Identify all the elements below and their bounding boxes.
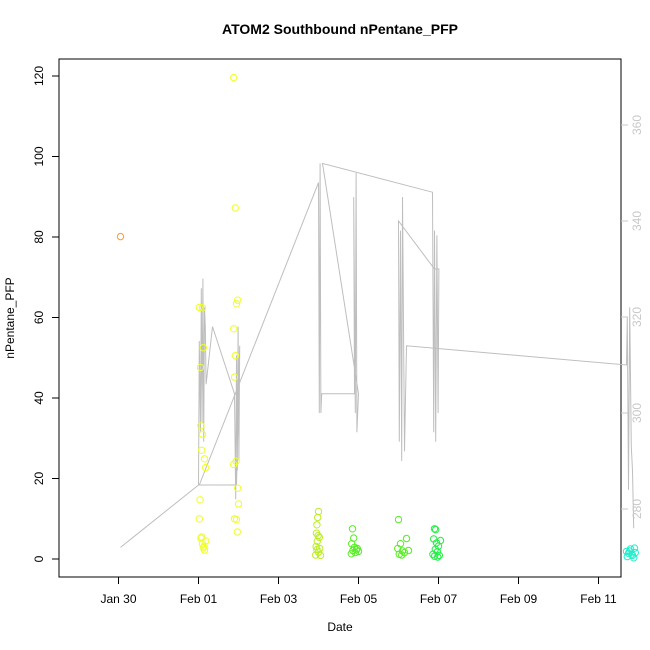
data-point [434, 553, 442, 561]
data-point [230, 73, 238, 82]
points-layer [116, 73, 639, 562]
data-point [197, 422, 205, 430]
x-tick-label: Jan 30 [100, 592, 136, 606]
data-point [196, 363, 205, 372]
data-point [312, 551, 320, 559]
y-tick-label: 20 [32, 472, 46, 486]
x-axis-label: Date [327, 620, 353, 634]
data-point [230, 373, 239, 381]
data-point [230, 325, 238, 333]
data-point [200, 455, 209, 463]
data-point [353, 544, 361, 553]
y-axis: 0 20 40 60 80 100 120 [32, 66, 59, 562]
plot-frame [58, 58, 622, 578]
data-point [313, 521, 321, 529]
x-tick-label: Feb 09 [500, 592, 538, 606]
data-point [234, 296, 242, 304]
data-point [198, 304, 207, 312]
data-point [314, 513, 322, 522]
y-axis-label: nPentane_PFP [3, 277, 17, 358]
data-point [316, 544, 324, 553]
data-point [200, 542, 208, 550]
data-point [352, 546, 361, 554]
altitude-line [120, 162, 635, 548]
y-tick-label: 80 [32, 230, 46, 244]
data-point [314, 532, 322, 540]
altitude-line-layer [120, 162, 635, 548]
y2-axis: 280 300 320 340 360 [621, 115, 644, 519]
y-tick-label: 0 [32, 555, 46, 562]
data-point [232, 515, 241, 524]
data-point [348, 525, 357, 533]
data-point [430, 525, 439, 533]
data-point [202, 463, 210, 472]
data-point [198, 446, 206, 454]
data-point [202, 537, 210, 545]
x-tick-label: Feb 11 [580, 592, 617, 606]
data-point [630, 554, 638, 562]
data-point [199, 344, 208, 352]
data-point [402, 534, 411, 543]
y2-tick-label: 280 [630, 499, 644, 519]
data-point [347, 550, 355, 558]
x-tick-label: Feb 01 [180, 592, 218, 606]
x-tick-label: Feb 07 [420, 592, 458, 606]
data-point [315, 533, 323, 541]
data-point [196, 496, 204, 504]
x-tick-label: Feb 05 [340, 592, 378, 606]
y-tick-label: 40 [32, 391, 46, 405]
y2-tick-label: 340 [630, 211, 644, 231]
y2-tick-label: 320 [630, 307, 644, 327]
data-point [116, 232, 125, 241]
data-point [398, 551, 406, 559]
data-point [430, 552, 439, 560]
data-point [435, 551, 443, 560]
data-point [231, 204, 240, 212]
data-point [394, 515, 403, 524]
data-point [314, 507, 323, 516]
data-point [198, 430, 207, 438]
x-tick-label: Feb 03 [260, 592, 298, 606]
data-point [432, 525, 440, 534]
data-point [195, 303, 204, 312]
data-point [316, 551, 325, 560]
data-point [313, 537, 321, 545]
y-tick-label: 120 [32, 66, 46, 86]
data-point [628, 550, 636, 558]
data-point [436, 536, 445, 545]
data-point [631, 548, 639, 557]
data-point [198, 533, 206, 541]
data-point [233, 528, 242, 536]
data-point [234, 500, 243, 508]
y-tick-label: 100 [32, 146, 46, 166]
data-point [234, 484, 242, 492]
data-point [232, 300, 241, 308]
data-point [404, 546, 413, 555]
data-point [231, 352, 240, 360]
data-point [630, 544, 639, 552]
x-axis: Jan 30 Feb 01 Feb 03 Feb 05 Feb 07 Feb 09 Feb … [100, 577, 617, 606]
data-point [195, 515, 204, 523]
data-point [232, 457, 240, 465]
data-point [200, 546, 209, 554]
data-point [396, 540, 405, 548]
chart-title: ATOM2 Southbound nPentane_PFP [222, 21, 458, 37]
y-tick-label: 60 [32, 311, 46, 325]
y2-tick-label: 360 [630, 115, 644, 135]
y2-tick-label: 300 [630, 403, 644, 423]
